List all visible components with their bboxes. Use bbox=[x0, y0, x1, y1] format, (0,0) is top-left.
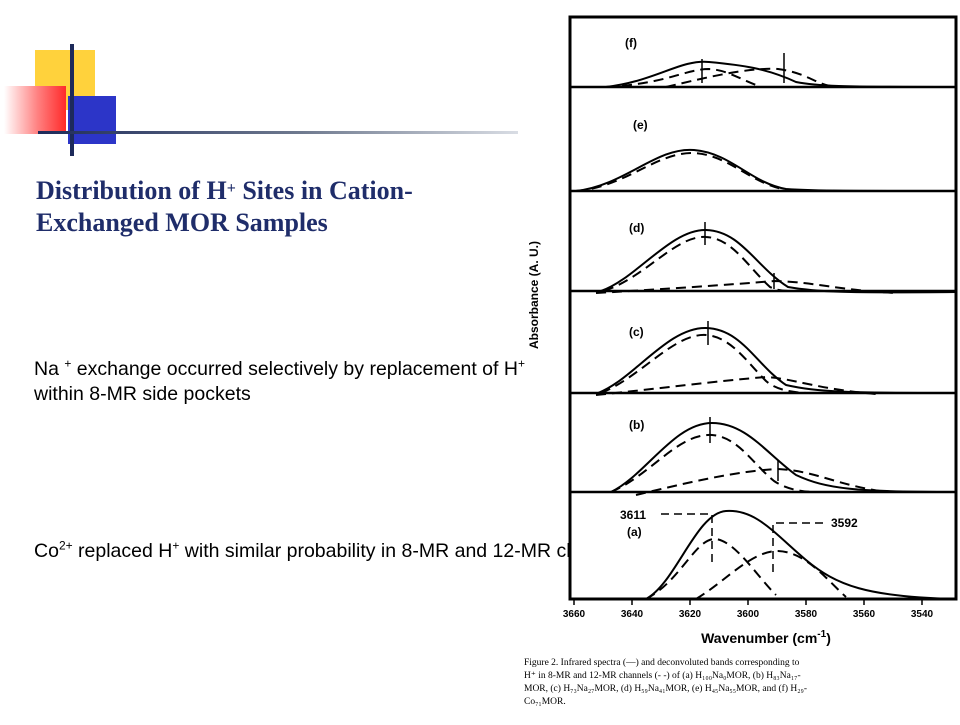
x-axis-label: Wavenumber (cm-1) bbox=[701, 629, 831, 646]
panel-label-e: (e) bbox=[633, 118, 648, 132]
caption-line: H⁺ in 8-MR and 12-MR channels (- -) of (… bbox=[524, 670, 801, 681]
panel-label-b: (b) bbox=[629, 418, 644, 432]
y-axis-label: Absorbance (A. U.) bbox=[527, 241, 541, 349]
x-tick-label: 3620 bbox=[679, 609, 702, 620]
figure-caption: Figure 2. Infrared spectra (—) and decon… bbox=[524, 657, 807, 707]
spectrum-panel-c: (c) bbox=[570, 321, 957, 396]
decorative-blue-square bbox=[68, 96, 116, 144]
spectrum-panel-a: (a) 3611 3592 bbox=[620, 508, 957, 600]
x-tick-label: 3560 bbox=[853, 609, 876, 620]
peak-annotation-3592: 3592 bbox=[831, 516, 858, 530]
decorative-horizontal-line bbox=[38, 131, 518, 134]
x-tick-label: 3640 bbox=[621, 609, 644, 620]
bullet-text-cobalt: Co2+ replaced H+ with similar probabilit… bbox=[34, 538, 635, 563]
ir-spectra-figure: Absorbance (A. U.) (f) (e) (d) bbox=[516, 5, 960, 720]
spectrum-panel-d: (d) bbox=[570, 221, 957, 294]
decorative-vertical-line bbox=[70, 44, 74, 156]
plot-frame bbox=[568, 15, 958, 601]
panel-label-c: (c) bbox=[629, 325, 644, 339]
decorative-red-square bbox=[4, 86, 66, 134]
caption-line: Figure 2. Infrared spectra (—) and decon… bbox=[524, 657, 800, 668]
spectrum-panel-f: (f) bbox=[570, 36, 957, 89]
x-tick-label: 3600 bbox=[737, 609, 760, 620]
x-tick-label: 3660 bbox=[563, 609, 586, 620]
spectrum-panel-e: (e) bbox=[570, 118, 957, 193]
caption-line: MOR, (c) H₇₃Na₂₇MOR, (d) H₅₉Na₄₁MOR, (e)… bbox=[524, 683, 807, 694]
x-axis: 3660 3640 3620 3600 3580 3560 3540 bbox=[563, 599, 934, 620]
x-tick-label: 3580 bbox=[795, 609, 818, 620]
spectrum-panel-b: (b) bbox=[570, 417, 957, 496]
panel-label-a: (a) bbox=[627, 525, 642, 539]
slide-title: Distribution of H+ Sites in Cation-Excha… bbox=[36, 176, 413, 237]
x-tick-label: 3540 bbox=[911, 609, 934, 620]
peak-annotation-3611: 3611 bbox=[620, 508, 646, 522]
panel-label-f: (f) bbox=[625, 36, 637, 50]
panel-label-d: (d) bbox=[629, 221, 644, 235]
bullet-text-sodium: Na + exchange occurred selectively by re… bbox=[34, 356, 525, 406]
caption-line: Co₇₁MOR. bbox=[524, 697, 566, 707]
